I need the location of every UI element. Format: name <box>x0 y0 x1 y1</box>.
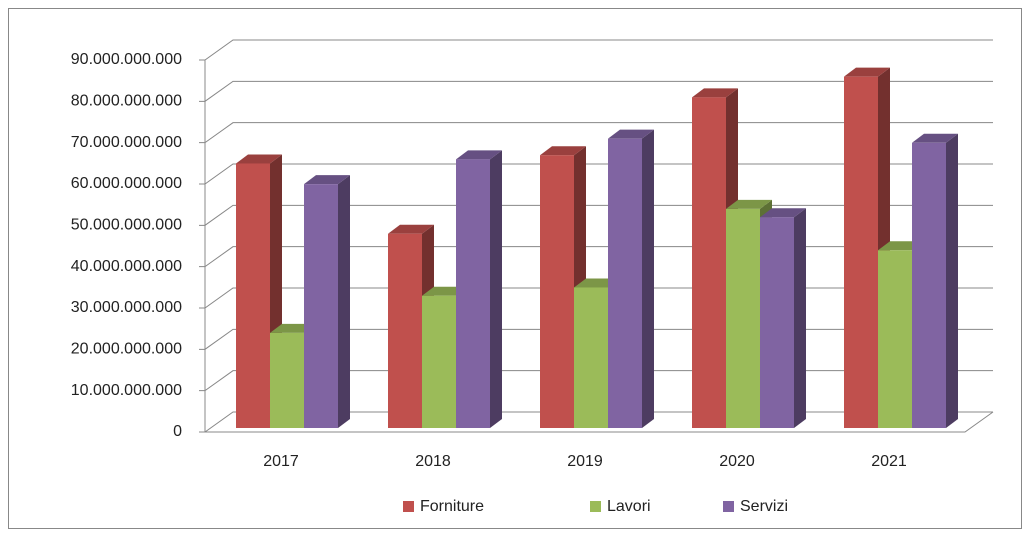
bar-top <box>726 199 772 209</box>
y-tick-label: 70.000.000.000 <box>71 134 182 151</box>
bar-front <box>726 208 760 428</box>
bar <box>760 208 806 428</box>
bar-front <box>388 233 422 428</box>
bar <box>456 150 502 429</box>
bar-top <box>388 224 434 234</box>
legend-label: Forniture <box>420 498 484 515</box>
bar-top <box>304 175 350 185</box>
grid-line <box>199 39 993 61</box>
bar-top <box>456 150 502 160</box>
bar-front <box>236 163 270 428</box>
bar-front <box>878 250 912 428</box>
legend-swatch <box>403 501 414 512</box>
x-tick-label: 2018 <box>415 453 451 470</box>
legend-label: Lavori <box>607 498 651 515</box>
legend-swatch <box>590 501 601 512</box>
y-tick-label: 60.000.000.000 <box>71 175 182 192</box>
y-tick-label: 50.000.000.000 <box>71 217 182 234</box>
bar-front <box>760 217 794 428</box>
bar <box>304 175 350 428</box>
x-tick-label: 2021 <box>871 453 907 470</box>
grid-line <box>199 80 993 102</box>
floor <box>205 411 994 433</box>
y-tick-label: 0 <box>173 423 182 440</box>
bar-front <box>608 138 642 428</box>
bar-top <box>760 208 806 218</box>
grid-line <box>199 122 993 144</box>
y-tick-label: 20.000.000.000 <box>71 341 182 358</box>
bar-side <box>490 150 502 429</box>
bar-front <box>422 295 456 428</box>
bar-front <box>270 332 304 428</box>
bar-front <box>304 184 338 428</box>
bar-front <box>540 155 574 428</box>
bar-front <box>692 97 726 428</box>
bar-front <box>574 287 608 428</box>
legend-label: Servizi <box>740 498 788 515</box>
bar-side <box>642 129 654 428</box>
bar <box>608 129 654 428</box>
x-tick-label: 2017 <box>263 453 299 470</box>
bar-front <box>456 159 490 429</box>
y-tick-label: 90.000.000.000 <box>71 51 182 68</box>
bar-side <box>946 133 958 429</box>
x-tick-label: 2020 <box>719 453 755 470</box>
bar-top <box>912 133 958 143</box>
bar <box>912 133 958 429</box>
bar-front <box>844 76 878 429</box>
bar-side <box>338 175 350 428</box>
bar-top <box>692 88 738 98</box>
bar-top <box>608 129 654 139</box>
bar-front <box>912 142 946 429</box>
x-tick-label: 2019 <box>567 453 603 470</box>
y-tick-label: 80.000.000.000 <box>71 93 182 110</box>
bar-top <box>236 154 282 164</box>
bar-top <box>540 146 586 156</box>
bar-top <box>844 67 890 77</box>
legend-swatch <box>723 501 734 512</box>
y-tick-label: 30.000.000.000 <box>71 299 182 316</box>
y-tick-label: 10.000.000.000 <box>71 382 182 399</box>
y-tick-label: 40.000.000.000 <box>71 258 182 275</box>
bar-side <box>794 208 806 428</box>
